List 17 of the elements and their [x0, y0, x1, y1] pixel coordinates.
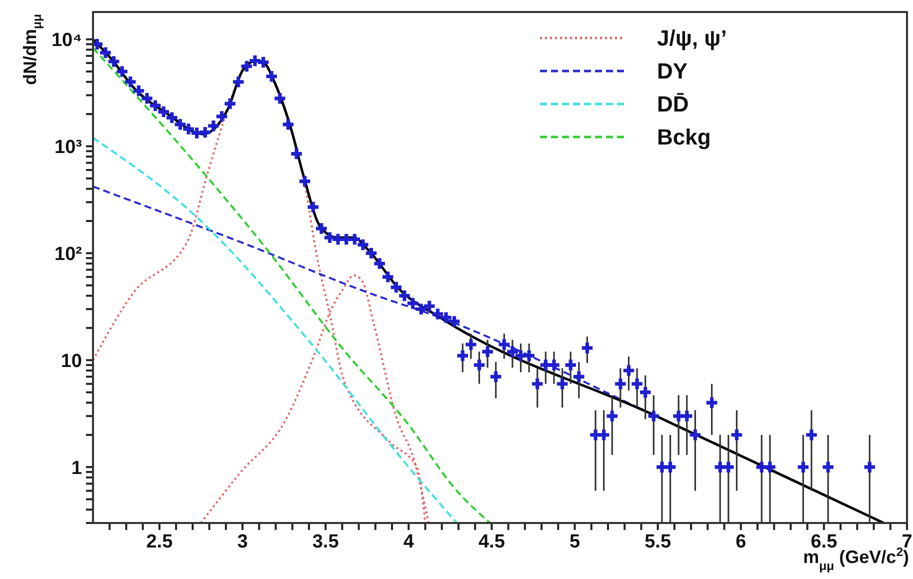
y-tick-label: 10⁴: [51, 30, 82, 52]
y-tick-label: 10³: [54, 136, 82, 158]
x-tick-label: 6: [736, 531, 746, 552]
x-tick-label: 2.5: [146, 531, 174, 552]
legend-label: J/ψ, ψ’: [657, 26, 727, 51]
x-tick-label: 3.5: [312, 531, 340, 552]
x-tick-label: 3: [237, 531, 248, 552]
legend-label: Bckg: [657, 124, 711, 150]
y-tick-label: 10: [60, 350, 82, 372]
x-tick-label: 5.5: [644, 531, 672, 552]
x-tick-label: 5: [569, 531, 580, 552]
legend-label: DD̄: [657, 92, 689, 117]
x-tick-label: 4.5: [478, 531, 506, 552]
legend-label: DY: [657, 58, 688, 84]
y-tick-label: 1: [71, 458, 82, 479]
x-tick-label: 4: [403, 531, 414, 552]
y-tick-label: 10²: [54, 244, 82, 265]
